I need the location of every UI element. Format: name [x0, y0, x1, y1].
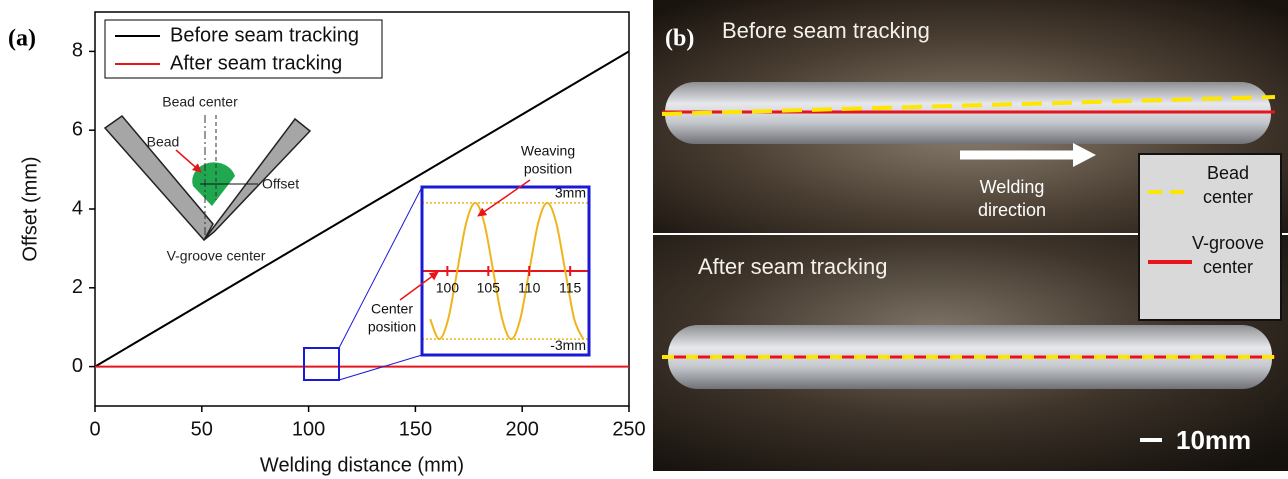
legend-label: center: [1203, 257, 1253, 277]
legend-label: Bead: [1207, 163, 1249, 183]
x-tick-label: 100: [292, 418, 325, 440]
photo-legend: Bead center V-groove center: [1139, 154, 1281, 320]
y-tick-label: 0: [72, 355, 83, 377]
inset-x-tick-label: 100: [436, 280, 460, 296]
x-tick-label: 0: [89, 418, 100, 440]
bead-center-label: Bead center: [162, 94, 238, 110]
y-tick-label: 8: [72, 40, 83, 62]
schematic: Bead center Bead Offset V-groove center: [105, 94, 310, 264]
photo: Welding direction Before seam tracking A…: [653, 0, 1288, 471]
inset-x-tick-label: 115: [559, 280, 582, 296]
x-axis-label: Welding distance (mm): [260, 454, 464, 476]
annotation: position: [368, 319, 416, 335]
y-tick-label: 4: [72, 197, 83, 219]
bead-arrow: [176, 150, 201, 172]
x-tick-label: 250: [612, 418, 645, 440]
x-tick-label: 200: [506, 418, 539, 440]
x-tick-label: 50: [191, 418, 213, 440]
y-tick-label: 6: [72, 118, 83, 140]
annotation: Weaving: [521, 143, 575, 159]
inset-x-tick-label: 110: [518, 280, 541, 296]
photo-title: Before seam tracking: [722, 18, 930, 43]
direction-label: direction: [978, 200, 1046, 220]
y-axis-label: Offset (mm): [19, 156, 41, 261]
legend-label: center: [1203, 187, 1253, 207]
panel-label: (b): [665, 26, 694, 52]
figure: (a) 0 50 100 150 200 250 0 2 4 6 8 Welding distance…: [0, 0, 1288, 479]
offset-label: Offset: [262, 176, 299, 192]
annotation: position: [524, 161, 572, 177]
legend-label: After seam tracking: [170, 52, 342, 74]
photo-title: After seam tracking: [698, 254, 888, 279]
groove-center-label: V-groove center: [167, 248, 266, 264]
zoom-box: [304, 348, 339, 380]
legend-label: V-groove: [1192, 233, 1264, 253]
annotation: Center: [371, 301, 413, 317]
inset-x-tick-label: 105: [477, 280, 501, 296]
bead-label: Bead: [147, 134, 180, 150]
scale-label: 10mm: [1176, 425, 1251, 455]
reference-label: -3mm: [550, 337, 586, 353]
x-tick-label: 150: [399, 418, 432, 440]
legend-label: Before seam tracking: [170, 24, 359, 46]
y-tick-label: 2: [72, 276, 83, 298]
panel-label: (a): [8, 26, 36, 52]
direction-label: Welding: [980, 177, 1045, 197]
plot-a: 0 50 100 150 200 250 0 2 4 6 8 Welding distance (mm…: [19, 12, 645, 476]
